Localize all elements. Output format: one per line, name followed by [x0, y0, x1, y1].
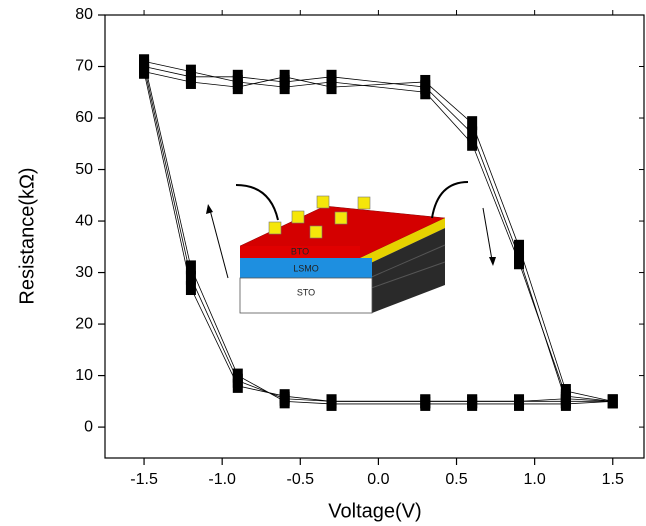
data-point	[279, 80, 290, 95]
data-point	[139, 54, 150, 69]
inset-label: STO	[297, 287, 315, 297]
x-axis-title: Voltage(V)	[328, 500, 421, 522]
y-tick-label: 10	[75, 367, 93, 384]
y-tick-label: 30	[75, 264, 93, 281]
data-point	[139, 64, 150, 79]
inset-label: LSMO	[293, 263, 319, 273]
data-point	[467, 136, 478, 151]
data-point	[467, 116, 478, 131]
plot-frame	[104, 14, 645, 459]
x-tick-label: -1.0	[208, 471, 236, 488]
x-tick-label: 1.0	[524, 471, 546, 488]
data-point	[326, 80, 337, 95]
data-point	[232, 368, 243, 383]
x-tick-label: 1.5	[602, 471, 624, 488]
data-point	[560, 384, 571, 399]
y-tick-label: 20	[75, 315, 93, 332]
data-point	[514, 394, 525, 409]
inset-label: BTO	[291, 246, 309, 256]
data-point	[607, 394, 618, 409]
data-point	[185, 74, 196, 89]
y-tick-label: 70	[75, 58, 93, 75]
x-tick-label: -0.5	[287, 471, 315, 488]
device-inset: BTO LSMO STO	[206, 181, 496, 314]
data-point	[514, 255, 525, 270]
data-point	[560, 391, 571, 406]
y-tick-label: 80	[75, 6, 93, 23]
y-tick-label: 0	[84, 418, 93, 435]
data-point	[514, 239, 525, 254]
y-tick-label: 60	[75, 109, 93, 126]
x-tick-label: -1.5	[130, 471, 158, 488]
data-point	[232, 378, 243, 393]
x-tick-label: 0.5	[445, 471, 467, 488]
data-point	[185, 270, 196, 285]
data-point	[420, 74, 431, 89]
data-point	[467, 126, 478, 141]
data-point	[185, 281, 196, 296]
data-point	[420, 394, 431, 409]
data-point	[185, 260, 196, 275]
y-axis-title: Resistance(kΩ)	[16, 167, 38, 304]
y-tick-label: 50	[75, 161, 93, 178]
data-point	[232, 80, 243, 95]
data-point	[185, 64, 196, 79]
data-point	[467, 394, 478, 409]
data-point	[326, 394, 337, 409]
x-tick-label: 0.0	[367, 471, 389, 488]
data-point	[420, 85, 431, 100]
y-tick-label: 40	[75, 212, 93, 229]
data-point	[279, 69, 290, 84]
data-point	[279, 389, 290, 404]
